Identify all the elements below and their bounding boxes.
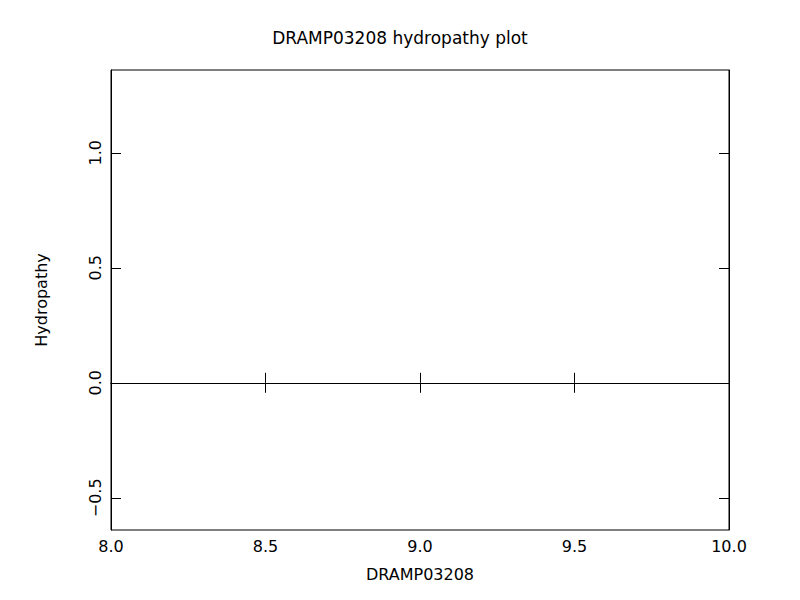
svg-text:1.0: 1.0 bbox=[86, 140, 105, 165]
svg-text:8.0: 8.0 bbox=[98, 537, 123, 556]
svg-text:Hydropathy: Hydropathy bbox=[32, 253, 51, 347]
svg-text:0.5: 0.5 bbox=[86, 255, 105, 280]
svg-text:DRAMP03208 hydropathy plot: DRAMP03208 hydropathy plot bbox=[272, 28, 528, 48]
svg-text:8.5: 8.5 bbox=[253, 537, 278, 556]
svg-text:9.5: 9.5 bbox=[562, 537, 587, 556]
svg-text:9.0: 9.0 bbox=[407, 537, 432, 556]
svg-text:DRAMP03208: DRAMP03208 bbox=[366, 565, 474, 584]
svg-text:−0.5: −0.5 bbox=[86, 478, 105, 517]
svg-text:10.0: 10.0 bbox=[711, 537, 747, 556]
svg-text:0.0: 0.0 bbox=[86, 370, 105, 395]
